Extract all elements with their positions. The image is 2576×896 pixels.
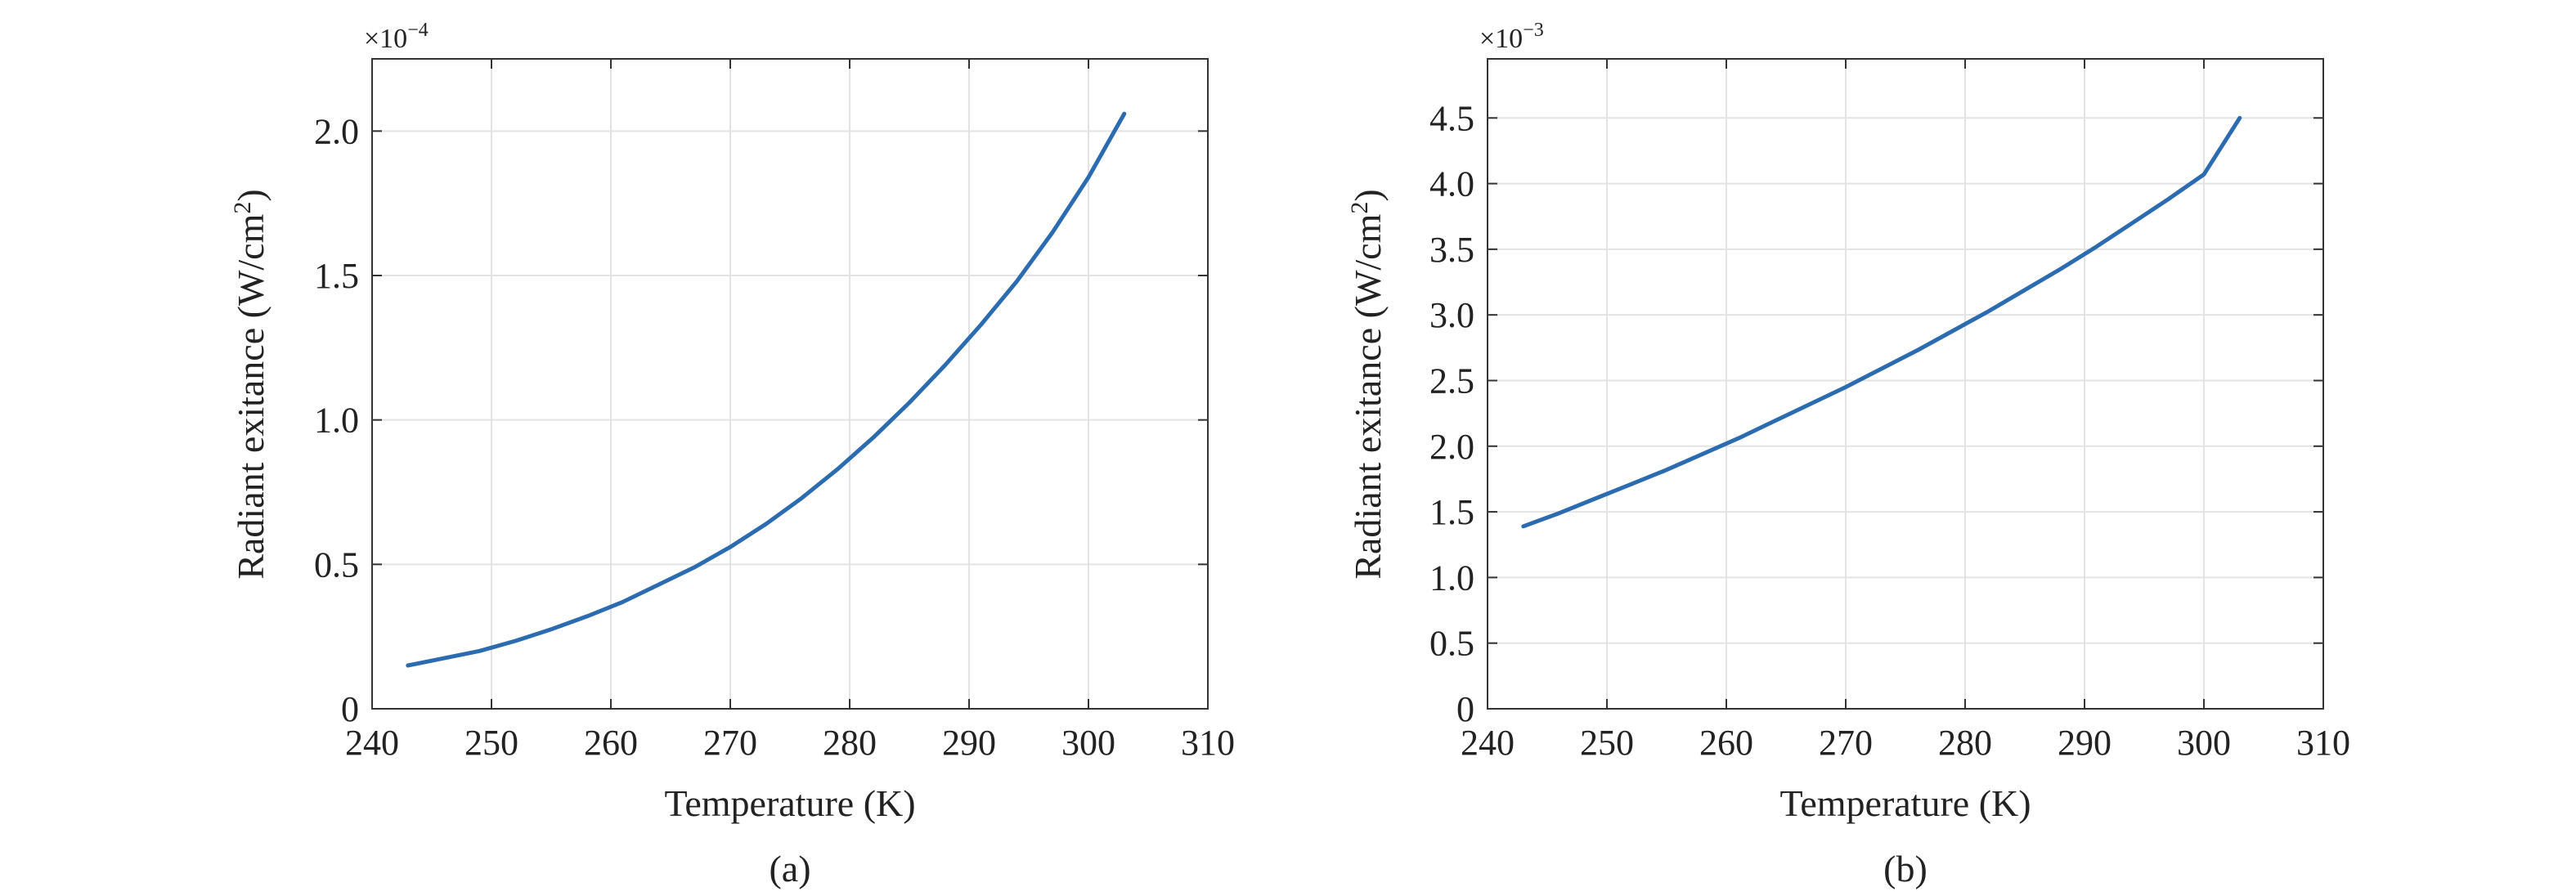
ylabel-b-text: Radiant exitance (W/cm xyxy=(1347,213,1389,579)
ylabel-b-sup: 2 xyxy=(1346,202,1373,214)
panel-a: 240 250 260 270 280 290 300 310 0 0.5 1.0 1.5 2.0 ×1… xyxy=(229,20,1235,889)
series-b xyxy=(1521,115,2242,529)
multiplier-base-a: ×10 xyxy=(364,24,407,54)
xlabel-a: Temperature (K) xyxy=(664,782,915,824)
x-tick-label: 310 xyxy=(2296,723,2350,763)
x-tick-label: 280 xyxy=(823,723,877,763)
x-tick-label: 300 xyxy=(1061,723,1115,763)
x-tick-label: 270 xyxy=(703,723,757,763)
y-tick-label: 1.5 xyxy=(314,256,359,296)
ylabel-b: Radiant exitance (W/cm2) xyxy=(1346,189,1389,579)
x-tick-label: 240 xyxy=(1461,723,1515,763)
y-tick-label: 1.0 xyxy=(314,401,359,441)
xlabel-b: Temperature (K) xyxy=(1779,782,2031,824)
gridlines-b xyxy=(1488,59,2323,709)
x-tick-label: 290 xyxy=(2058,723,2112,763)
multiplier-exp-b: −3 xyxy=(1523,20,1544,41)
x-tick-label: 250 xyxy=(464,723,518,763)
y-tick-label: 0.5 xyxy=(314,544,359,585)
ticks-a: 240 250 260 270 280 290 300 310 0 0.5 1.0 1.5 2.0 xyxy=(314,59,1235,763)
y-tick-label: 3.5 xyxy=(1429,230,1474,270)
ylabel-a: Radiant exitance (W/cm2) xyxy=(229,189,272,579)
y-tick-label: 0 xyxy=(341,689,359,729)
x-tick-label: 260 xyxy=(584,723,638,763)
ylabel-a-sup: 2 xyxy=(229,202,256,214)
ylabel-a-close: ) xyxy=(230,189,272,201)
plot-area-b xyxy=(1487,58,2324,710)
y-tick-label: 3.0 xyxy=(1429,295,1474,335)
x-tick-label: 250 xyxy=(1580,723,1634,763)
gridlines-a xyxy=(372,59,1208,709)
multiplier-a: ×10−4 xyxy=(364,20,429,54)
series-line xyxy=(1521,115,2242,529)
panel-label-b: (b) xyxy=(1883,848,1928,889)
x-tick-label: 260 xyxy=(1699,723,1753,763)
y-tick-label: 0 xyxy=(1456,689,1474,729)
ylabel-b-close: ) xyxy=(1347,189,1389,201)
x-tick-label: 310 xyxy=(1181,723,1235,763)
y-tick-label: 2.0 xyxy=(314,111,359,151)
x-tick-label: 270 xyxy=(1819,723,1873,763)
ticks-b: 240 250 260 270 280 290 300 310 0 0.5 1.0 1.5 2.0 2.5… xyxy=(1429,59,2350,763)
plot-area-a xyxy=(371,58,1209,710)
panel-label-a: (a) xyxy=(769,848,810,889)
y-tick-label: 4.0 xyxy=(1429,164,1474,204)
panel-b: 240 250 260 270 280 290 300 310 0 0.5 1.0 1.5 2.0 2.5… xyxy=(1346,20,2350,889)
x-tick-label: 290 xyxy=(942,723,996,763)
y-tick-label: 1.5 xyxy=(1429,492,1474,532)
series-line xyxy=(406,111,1127,668)
x-tick-label: 300 xyxy=(2177,723,2231,763)
y-tick-label: 2.0 xyxy=(1429,427,1474,467)
x-tick-label: 240 xyxy=(345,723,399,763)
y-tick-label: 1.0 xyxy=(1429,558,1474,598)
x-tick-label: 280 xyxy=(1938,723,1992,763)
multiplier-base-b: ×10 xyxy=(1479,24,1523,54)
y-tick-label: 4.5 xyxy=(1429,98,1474,138)
series-a xyxy=(406,111,1127,668)
ylabel-a-text: Radiant exitance (W/cm xyxy=(230,213,272,579)
multiplier-exp-a: −4 xyxy=(407,20,429,41)
multiplier-b: ×10−3 xyxy=(1479,20,1544,54)
y-tick-label: 2.5 xyxy=(1429,361,1474,401)
y-tick-label: 0.5 xyxy=(1429,624,1474,664)
